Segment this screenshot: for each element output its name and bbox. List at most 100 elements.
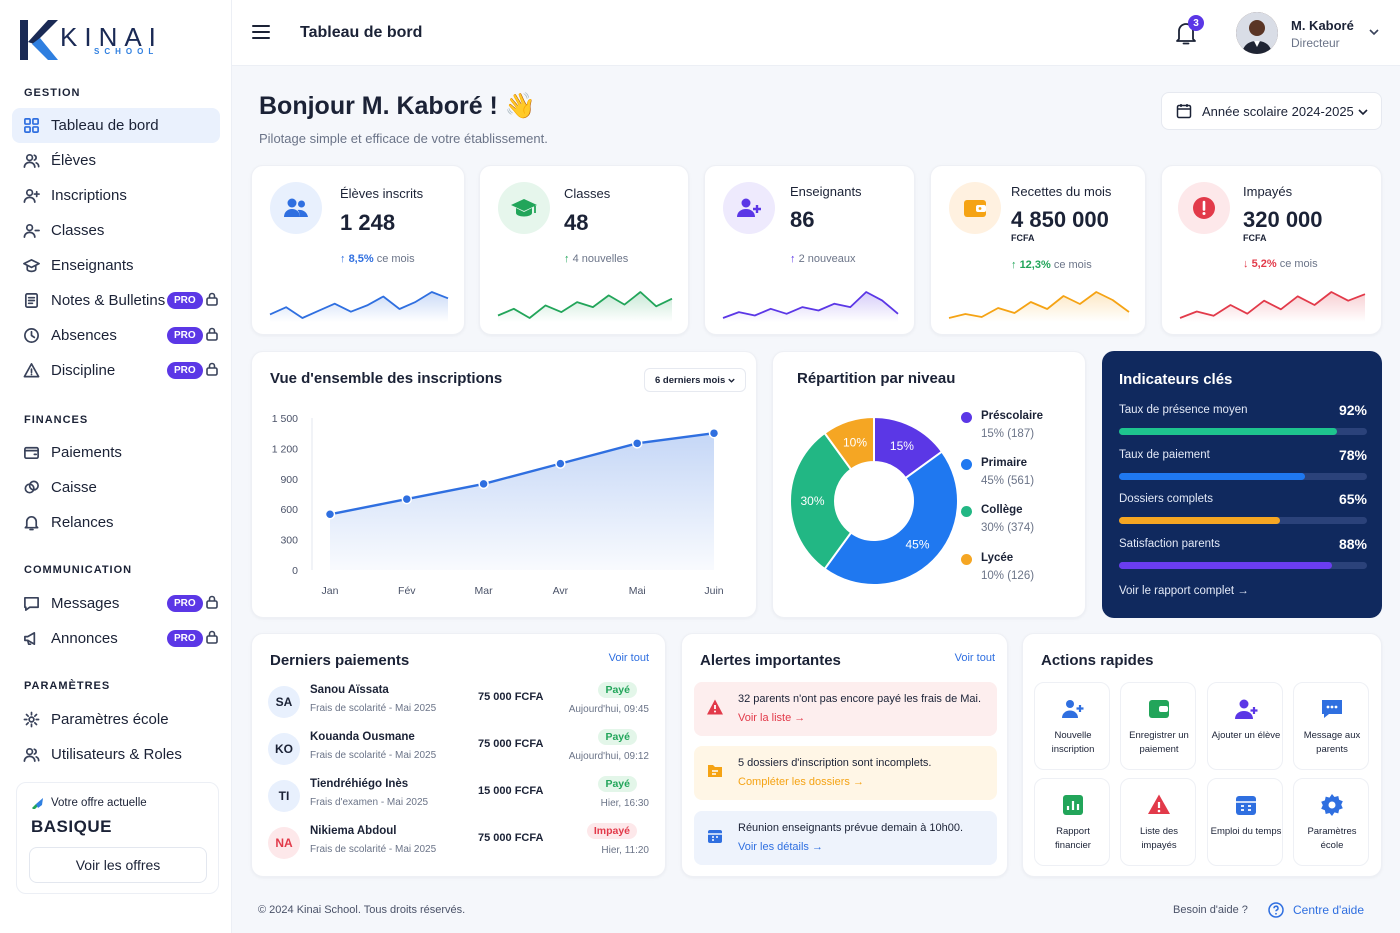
kpi-card-impayes[interactable]: Impayés 320 000 FCFA ↓ 5,2% ce mois [1161, 165, 1382, 335]
help-center-link[interactable]: Centre d'aide [1268, 902, 1364, 918]
indicator-label: Dossiers complets [1119, 493, 1213, 505]
warning-icon [1148, 794, 1170, 814]
chevron-down-icon[interactable] [1368, 26, 1380, 38]
bell-icon [22, 514, 40, 532]
quick-action-timetable[interactable]: Emploi du temps [1207, 778, 1283, 866]
kpi-card-classes[interactable]: Classes 48 ↑ 4 nouvelles [479, 165, 689, 335]
lock-icon [206, 595, 218, 609]
kpi-label: Élèves inscrits [340, 186, 424, 201]
logo[interactable]: KINAI SCHOOL [16, 16, 176, 64]
alert-item[interactable]: Réunion enseignants prévue demain à 10h0… [694, 811, 997, 865]
calendar-icon [708, 830, 722, 843]
sidebar-item-enseignants[interactable]: Enseignants [12, 248, 220, 283]
sidebar-item-caisse[interactable]: Caisse [12, 470, 220, 505]
sidebar-item-discipline[interactable]: Discipline PRO [12, 353, 220, 388]
y-tick-label: 0 [292, 565, 298, 577]
data-point [631, 438, 643, 449]
kpi-trend-text: ce mois [1279, 258, 1318, 270]
progress-track [1119, 517, 1367, 524]
sidebar-item-parametres-ecole[interactable]: Paramètres école [12, 702, 220, 737]
calendar-icon [1236, 796, 1256, 815]
kpi-trend: ↓ 5,2% ce mois [1243, 258, 1318, 270]
x-tick-label: Avr [553, 585, 569, 597]
quick-action-school-settings[interactable]: Paramètres école [1293, 778, 1369, 866]
kpi-card-enseignants[interactable]: Enseignants 86 ↑ 2 nouveaux [704, 165, 915, 335]
payment-time: Hier, 11:20 [601, 845, 649, 856]
view-offers-button[interactable]: Voir les offres [29, 847, 207, 883]
sidebar-item-label: Relances [51, 514, 114, 531]
quick-action-unpaid-list[interactable]: Liste des impayés [1120, 778, 1196, 866]
sidebar-item-label: Utilisateurs & Roles [51, 746, 182, 763]
legend-value: 15% (187) [981, 428, 1035, 440]
sidebar-item-relances[interactable]: Relances [12, 505, 220, 540]
sidebar-item-classes[interactable]: Classes [12, 213, 220, 248]
quick-action-financial-report[interactable]: Rapport financier [1034, 778, 1110, 866]
sidebar-item-utilisateurs[interactable]: Utilisateurs & Roles [12, 737, 220, 772]
sidebar-item-label: Notes & Bulletins [51, 292, 166, 309]
avatar: SA [268, 686, 300, 718]
progress-fill [1119, 517, 1281, 524]
kpi-card-recettes[interactable]: Recettes du mois 4 850 000 FCFA ↑ 12,3% … [930, 165, 1146, 335]
arrow-down-icon: ↓ [1243, 258, 1252, 270]
arrow-right-icon: → [794, 712, 806, 724]
quick-action-label: Rapport financier [1055, 826, 1091, 851]
kpi-card-eleves[interactable]: Élèves inscrits 1 248 ↑ 8,5% ce mois [251, 165, 465, 335]
greeting-subtitle: Pilotage simple et efficace de votre éta… [259, 131, 548, 146]
sidebar-item-notes[interactable]: Notes & Bulletins PRO [12, 283, 220, 318]
kpi-value: 1 248 [340, 210, 396, 235]
table-row[interactable]: KO Kouanda Ousmane Frais de scolarité - … [268, 729, 653, 775]
table-row[interactable]: TI Tiendréhiégo Inès Frais d'examen - Ma… [268, 776, 653, 822]
alert-action-link[interactable]: Voir les détails → [738, 841, 823, 853]
period-select[interactable]: 6 derniers mois [644, 368, 746, 392]
sidebar-item-annonces[interactable]: Annonces PRO [12, 621, 220, 656]
sparkline-area [1180, 292, 1365, 322]
alert-action-label: Voir la liste [738, 712, 792, 724]
kpi-label: Enseignants [790, 184, 862, 199]
quick-action-new-enrollment[interactable]: Nouvelle inscription [1034, 682, 1110, 770]
sidebar-item-absences[interactable]: Absences PRO [12, 318, 220, 353]
progress-fill [1119, 428, 1338, 435]
legend-dot [961, 506, 972, 517]
settings-icon [22, 711, 40, 729]
menu-icon[interactable] [252, 24, 270, 40]
donut-slice [789, 431, 853, 571]
kpi-trend-value: 2 nouveaux [798, 253, 856, 265]
sidebar-item-paiements[interactable]: Paiements [12, 435, 220, 470]
y-tick-label: 1 200 [272, 443, 298, 455]
wallet-icon [22, 444, 40, 462]
quick-action-message-parents[interactable]: Message aux parents [1293, 682, 1369, 770]
sidebar-item-label: Inscriptions [51, 187, 127, 204]
section-gestion: GESTION [24, 87, 81, 99]
quick-action-add-student[interactable]: Ajouter un élève [1207, 682, 1283, 770]
sidebar-item-dashboard[interactable]: Tableau de bord [12, 108, 220, 143]
quick-actions-card: Actions rapides Nouvelle inscription Enr… [1022, 633, 1382, 877]
quick-action-label: Liste des impayés [1139, 826, 1179, 851]
sidebar-item-messages[interactable]: Messages PRO [12, 586, 220, 621]
payments-see-all-link[interactable]: Voir tout [608, 652, 649, 664]
chat-icon [1322, 700, 1342, 718]
legend-value: 10% (126) [981, 570, 1035, 582]
school-year-select[interactable]: Année scolaire 2024-2025 [1161, 92, 1382, 130]
sidebar-item-inscriptions[interactable]: Inscriptions [12, 178, 220, 213]
alert-action-link[interactable]: Compléter les dossiers → [738, 776, 864, 788]
distribution-donut-chart: 15% 45% 30% 10% [789, 415, 959, 586]
sidebar-item-label: Caisse [51, 479, 97, 496]
payment-amount: 15 000 FCFA [478, 785, 544, 797]
table-row[interactable]: NA Nikiema Abdoul Frais de scolarité - M… [268, 823, 653, 869]
users-icon [22, 152, 40, 170]
arrow-up-icon: ↑ [1011, 259, 1020, 271]
quick-action-label: Enregistrer un paiement [1129, 730, 1189, 755]
sidebar-item-eleves[interactable]: Élèves [12, 143, 220, 178]
alerts-see-all-link[interactable]: Voir tout [954, 652, 995, 664]
alert-item[interactable]: 32 parents n'ont pas encore payé les fra… [694, 682, 997, 736]
status-badge: Payé [598, 776, 637, 792]
avatar[interactable] [1236, 12, 1278, 54]
full-report-link[interactable]: Voir le rapport complet → [1119, 585, 1249, 597]
kpi-trend: ↑ 8,5% ce mois [340, 253, 415, 265]
quick-action-record-payment[interactable]: Enregistrer un paiement [1120, 682, 1196, 770]
alert-action-link[interactable]: Voir la liste → [738, 712, 805, 724]
indicator-label: Taux de présence moyen [1119, 404, 1248, 416]
table-row[interactable]: SA Sanou Aïssata Frais de scolarité - Ma… [268, 682, 653, 728]
alert-item[interactable]: 5 dossiers d'inscription sont incomplets… [694, 746, 997, 800]
page-title: Tableau de bord [300, 24, 423, 41]
